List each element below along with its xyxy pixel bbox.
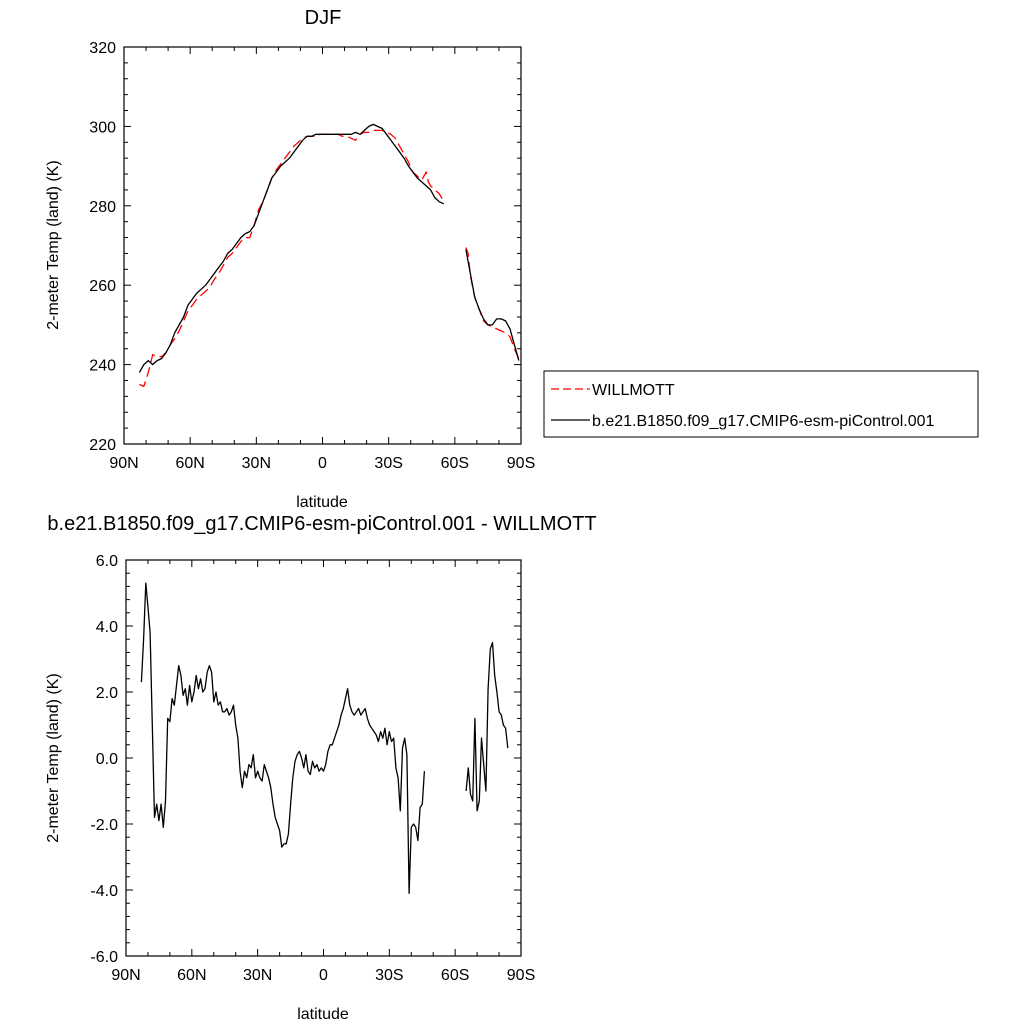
bottom-y-tick-label: 0.0	[96, 751, 118, 768]
bottom-y-tick-label: -2.0	[90, 817, 118, 834]
top-x-tick-label: 30N	[242, 455, 271, 472]
bottom-y-tick-label: -6.0	[90, 949, 118, 966]
top-series-line-0	[465, 247, 520, 359]
top-chart: DJF 90N 60N 30N 0 30S 60S 90S 220 240 260 280 300 32…	[45, 7, 535, 511]
legend-label-model: b.e21.B1850.f09_g17.CMIP6-esm-piControl.…	[592, 413, 935, 430]
bottom-x-tick-label: 60S	[441, 967, 469, 984]
top-chart-title: DJF	[305, 7, 342, 29]
bottom-x-tick-label: 0	[319, 967, 328, 984]
bottom-y-tick-label: 4.0	[96, 619, 118, 636]
bottom-y-axis-title: 2-meter Temp (land) (K)	[45, 673, 62, 843]
top-axis-ticks: 90N 60N 30N 0 30S 60S 90S 220 240 260 280 300 320	[89, 40, 535, 472]
bottom-y-tick-label: -4.0	[90, 883, 118, 900]
top-y-tick-label: 280	[89, 199, 116, 216]
top-series-line-0	[139, 129, 445, 388]
bottom-x-tick-label: 90N	[111, 967, 140, 984]
top-y-tick-label: 260	[89, 278, 116, 295]
bottom-plot-frame	[125, 559, 522, 957]
top-x-axis-title: latitude	[296, 494, 348, 511]
top-y-tick-label: 320	[89, 40, 116, 57]
top-y-tick-label: 240	[89, 358, 116, 375]
bottom-x-tick-label: 90S	[507, 967, 535, 984]
top-series-line-1	[465, 249, 520, 361]
top-series-lines	[138, 123, 520, 388]
legend-box	[543, 370, 979, 438]
top-series-line-1	[138, 123, 445, 373]
bottom-x-tick-label: 30S	[375, 967, 403, 984]
top-x-tick-label: 60S	[441, 455, 469, 472]
top-plot-frame	[123, 46, 522, 445]
top-x-tick-label: 30S	[374, 455, 402, 472]
bottom-axis-ticks: 90N 60N 30N 0 30S 60S 90S -6.0 -4.0 -2.0 0.0 2.0 4.0…	[90, 553, 535, 984]
top-x-tick-label: 90N	[109, 455, 138, 472]
top-x-tick-label: 0	[318, 455, 327, 472]
top-y-axis-title: 2-meter Temp (land) (K)	[45, 160, 62, 330]
bottom-chart-title: b.e21.B1850.f09_g17.CMIP6-esm-piControl.…	[47, 513, 596, 535]
top-x-tick-label: 90S	[507, 455, 535, 472]
top-x-tick-label: 60N	[175, 455, 204, 472]
bottom-series-line-0	[140, 582, 426, 894]
bottom-series-lines	[140, 582, 509, 894]
legend: WILLMOTT b.e21.B1850.f09_g17.CMIP6-esm-p…	[543, 370, 979, 438]
bottom-chart: b.e21.B1850.f09_g17.CMIP6-esm-piControl.…	[45, 513, 597, 1023]
bottom-x-tick-label: 30N	[243, 967, 272, 984]
bottom-series-line-0	[465, 641, 509, 812]
bottom-x-axis-title: latitude	[297, 1006, 349, 1023]
top-y-tick-label: 220	[89, 437, 116, 454]
bottom-y-tick-label: 2.0	[96, 685, 118, 702]
bottom-y-tick-label: 6.0	[96, 553, 118, 570]
legend-label-willmott: WILLMOTT	[592, 382, 675, 399]
top-y-tick-label: 300	[89, 119, 116, 136]
bottom-x-tick-label: 60N	[177, 967, 206, 984]
